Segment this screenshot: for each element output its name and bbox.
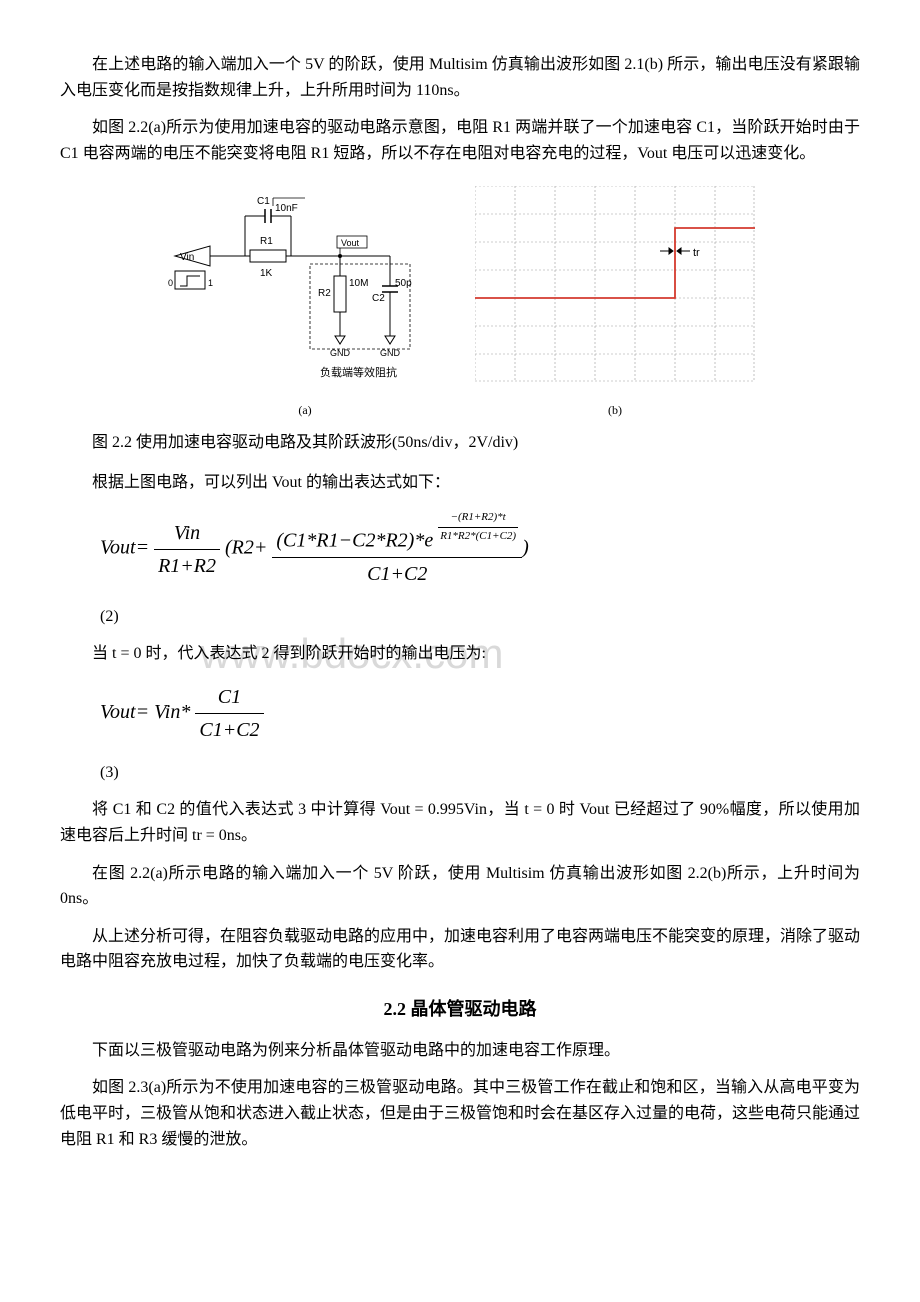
f1-top: (C1*R1−C2*R2)*e: [276, 530, 433, 552]
tr-label: tr: [693, 247, 700, 259]
f1-vin: Vin: [154, 517, 220, 550]
f2-lhs: Vout: [100, 701, 136, 723]
f1-exp-den: R1*R2*(C1+C2): [438, 528, 518, 546]
f2-vin: Vin*: [154, 701, 190, 723]
f2-den: C1+C2: [195, 714, 263, 746]
waveform-plot: tr (b): [475, 186, 755, 420]
r1-val: 1K: [260, 268, 273, 279]
f1-lhs: Vout: [100, 537, 136, 559]
waveform-svg: tr: [475, 186, 755, 386]
figure-2-2: Vin 0 1 C1 10nF R1: [60, 186, 860, 420]
circuit-svg: Vin 0 1 C1 10nF R1: [165, 186, 445, 386]
vout-label: Vout: [341, 238, 360, 248]
c1-label: C1: [257, 196, 270, 207]
fig-a-label: (a): [165, 401, 445, 420]
r2-val: 10M: [349, 278, 368, 289]
f1-r2: R2+: [232, 537, 268, 559]
paragraph-2: 如图 2.2(a)所示为使用加速电容的驱动电路示意图，电阻 R1 两端并联了一个…: [60, 115, 860, 166]
r1-label: R1: [260, 236, 273, 247]
paragraph-7: 从上述分析可得，在阻容负载驱动电路的应用中，加速电容利用了电容两端电压不能突变的…: [60, 924, 860, 975]
formula-1: Vout= Vin R1+R2 (R2+ (C1*R1−C2*R2)*e −(R…: [60, 509, 860, 589]
c2-val: 50p: [395, 278, 412, 289]
paragraph-5: 将 C1 和 C2 的值代入表达式 3 中计算得 Vout = 0.995Vin…: [60, 797, 860, 848]
formula-2: Vout= Vin* C1 C1+C2: [60, 681, 860, 746]
gnd1-label: GND: [330, 348, 351, 358]
f1-exp-num: −(R1+R2)*t: [438, 509, 518, 528]
paragraph-6: 在图 2.2(a)所示电路的输入端加入一个 5V 阶跃，使用 Multisim …: [60, 861, 860, 912]
r2-label: R2: [318, 288, 331, 299]
paragraph-3: 根据上图电路，可以列出 Vout 的输出表达式如下：: [60, 470, 860, 496]
f1-r1r2: R1+R2: [154, 550, 220, 582]
fig-b-label: (b): [475, 401, 755, 420]
paragraph-8: 下面以三极管驱动电路为例来分析晶体管驱动电路中的加速电容工作原理。: [60, 1038, 860, 1064]
zero-label: 0: [168, 278, 173, 288]
one-label: 1: [208, 278, 213, 288]
f2-num: C1: [195, 681, 263, 714]
paragraph-4: 当 t = 0 时，代入表达式 2 得到阶跃开始时的输出电压为:: [60, 641, 860, 667]
formula-1-number: (2): [60, 604, 860, 630]
f1-c1c2: C1+C2: [272, 558, 522, 590]
figure-caption: 图 2.2 使用加速电容驱动电路及其阶跃波形(50ns/div，2V/div): [60, 430, 860, 456]
c1-val: 10nF: [275, 203, 298, 214]
section-heading: 2.2 晶体管驱动电路: [60, 995, 860, 1024]
load-label: 负载端等效阻抗: [320, 365, 397, 379]
paragraph-9: 如图 2.3(a)所示为不使用加速电容的三极管驱动电路。其中三极管工作在截止和饱…: [60, 1075, 860, 1152]
c2-label: C2: [372, 293, 385, 304]
vin-label: Vin: [180, 252, 194, 263]
gnd2-label: GND: [380, 348, 401, 358]
paragraph-1: 在上述电路的输入端加入一个 5V 的阶跃，使用 Multisim 仿真输出波形如…: [60, 52, 860, 103]
formula-2-number: (3): [60, 760, 860, 786]
circuit-diagram: Vin 0 1 C1 10nF R1: [165, 186, 445, 420]
